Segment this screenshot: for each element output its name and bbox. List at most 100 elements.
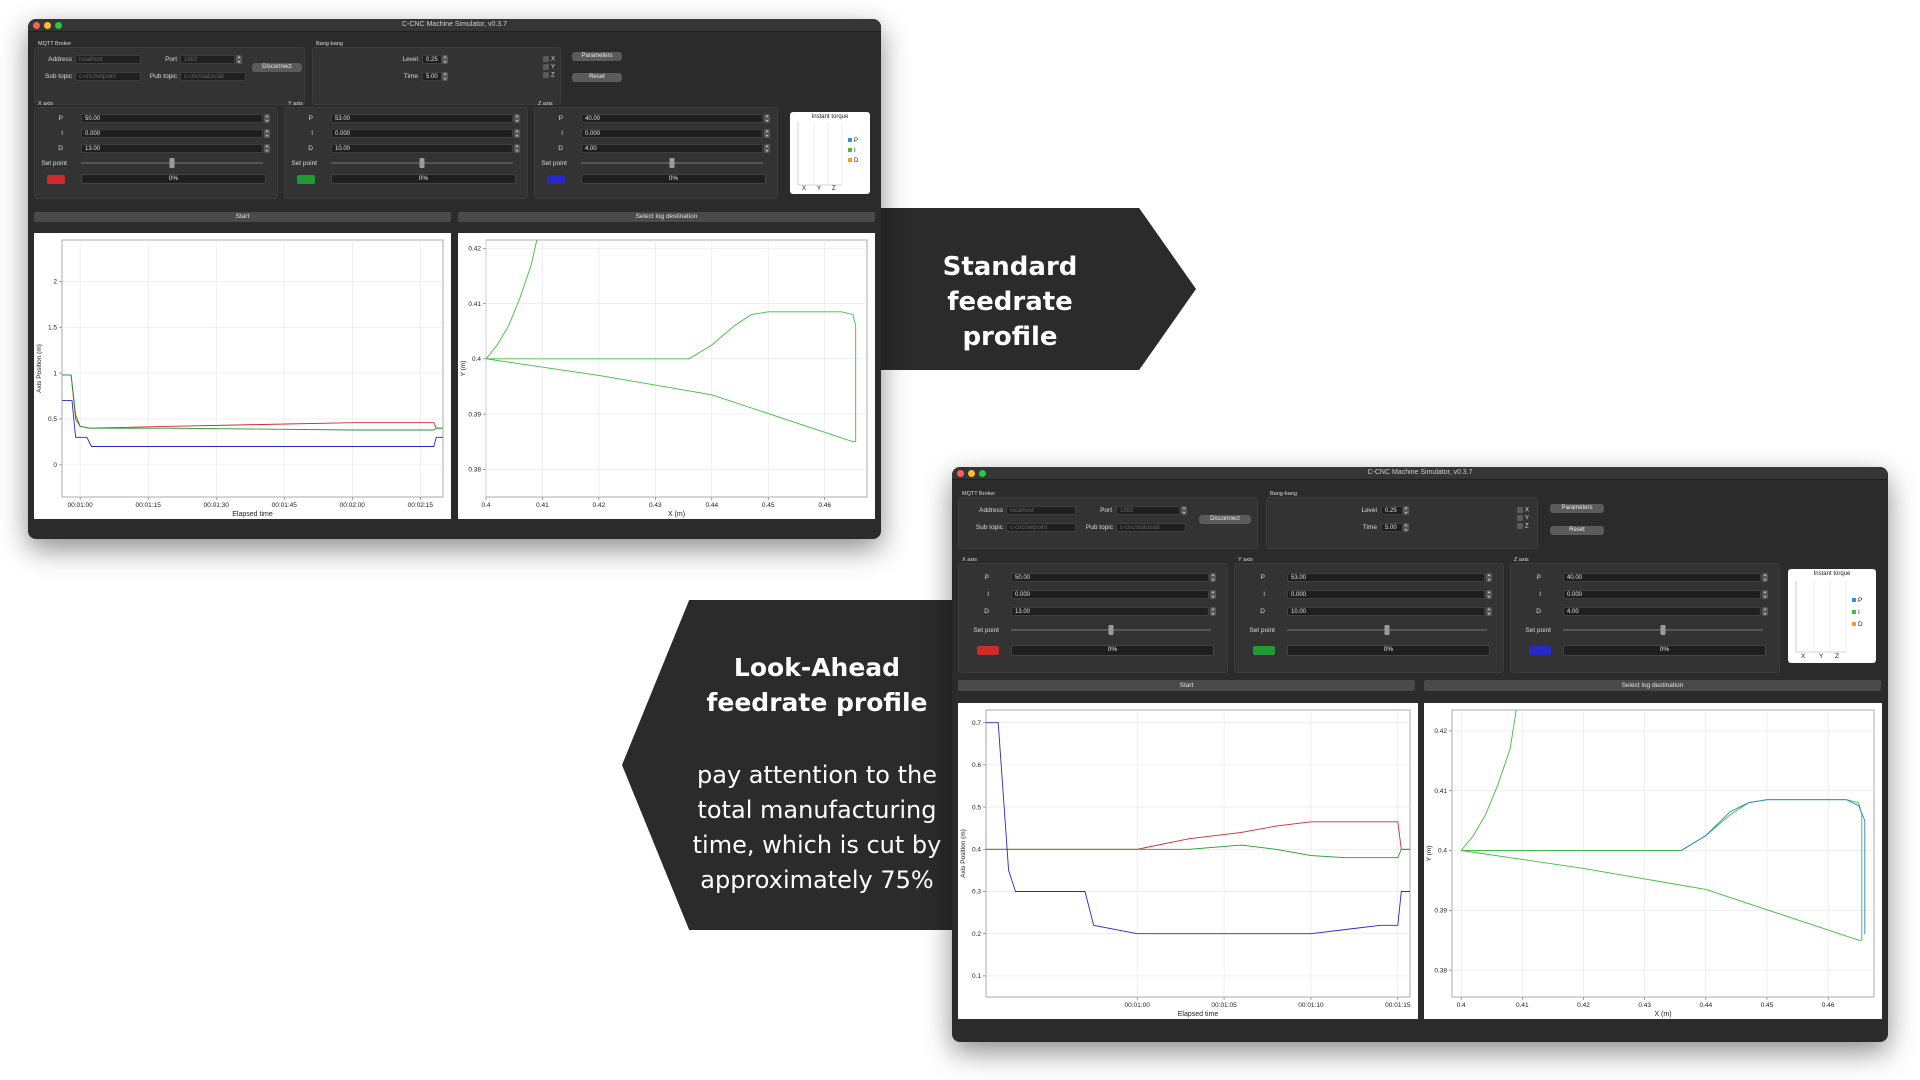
x-setpoint-slider-handle[interactable]: [1108, 625, 1114, 635]
y-p-input[interactable]: 53.00: [1287, 573, 1485, 582]
series-line-2: [1681, 799, 1866, 935]
level-input[interactable]: 0.25: [422, 55, 442, 64]
x-d-spinner[interactable]: ▴ ▾: [1210, 606, 1216, 616]
time-spinner[interactable]: ▴ ▾: [442, 71, 448, 81]
y-setpoint-slider[interactable]: [331, 158, 513, 168]
time-input[interactable]: 5.00: [1381, 523, 1403, 532]
level-spinner[interactable]: ▴ ▾: [442, 54, 448, 64]
zoom-window-button[interactable]: [55, 22, 62, 29]
y-d-spinner[interactable]: ▴ ▾: [514, 143, 520, 153]
z-p-input[interactable]: 40.00: [581, 114, 763, 123]
y-setpoint-slider-handle[interactable]: [1384, 625, 1390, 635]
sub-topic-input[interactable]: c-cnc/setpoint: [1006, 523, 1076, 532]
axis-y-checkbox[interactable]: Y: [1517, 515, 1529, 523]
y-tick-label: 0.4: [472, 356, 481, 363]
z-p-spinner[interactable]: ▴ ▾: [1762, 572, 1768, 582]
x-tick-label: 0.41: [536, 502, 549, 509]
y-axis-group: P 53.00 ▴ ▾ I 0.000 ▴ ▾ D 10.00 ▴ ▾ Set poi…: [284, 107, 528, 199]
reset-button[interactable]: Reset: [1550, 526, 1604, 535]
minimize-window-button[interactable]: [968, 470, 975, 477]
x-d-spinner[interactable]: ▴ ▾: [264, 143, 270, 153]
axis-z-checkbox[interactable]: Z: [543, 72, 555, 80]
y-i-spinner[interactable]: ▴ ▾: [514, 128, 520, 138]
window-title: C-CNC Machine Simulator, v0.3.7: [1367, 469, 1473, 476]
disconnect-button[interactable]: Disconnect: [1199, 515, 1251, 524]
port-input[interactable]: 1883: [180, 55, 235, 64]
select-log-destination-button[interactable]: Select log destination: [1424, 680, 1881, 691]
port-spinner[interactable]: ▴ ▾: [1181, 505, 1187, 515]
z-setpoint-slider-handle[interactable]: [1660, 625, 1666, 635]
torque-legend: P I D: [848, 136, 858, 166]
x-i-spinner[interactable]: ▴ ▾: [264, 128, 270, 138]
start-button[interactable]: Start: [958, 680, 1415, 691]
pub-topic-input[interactable]: c-cnc/status/all: [180, 72, 246, 81]
y-d-spinner[interactable]: ▴ ▾: [1486, 606, 1492, 616]
z-d-input[interactable]: 4.00: [581, 144, 763, 153]
start-button[interactable]: Start: [34, 212, 451, 222]
x-p-input[interactable]: 50.00: [1011, 573, 1209, 582]
z-setpoint-slider[interactable]: [581, 158, 763, 168]
torque-legend-d: D: [1852, 619, 1863, 631]
x-d-input[interactable]: 13.00: [81, 144, 263, 153]
y-i-input[interactable]: 0.000: [331, 129, 513, 138]
time-input[interactable]: 5.00: [422, 72, 442, 81]
z-setpoint-slider-handle[interactable]: [669, 158, 675, 168]
series-line-1: [62, 374, 443, 431]
minimize-window-button[interactable]: [44, 22, 51, 29]
parameters-button[interactable]: Parameters: [572, 52, 622, 61]
pub-topic-input[interactable]: c-cnc/status/all: [1116, 523, 1186, 532]
z-d-input[interactable]: 4.00: [1563, 607, 1761, 616]
address-input[interactable]: localhost: [1006, 506, 1076, 515]
y-i-input[interactable]: 0.000: [1287, 590, 1485, 599]
z-d-spinner[interactable]: ▴ ▾: [764, 143, 770, 153]
torque-xtick-z: Z: [1835, 653, 1839, 660]
parameters-button[interactable]: Parameters: [1550, 504, 1604, 513]
y-i-spinner[interactable]: ▴ ▾: [1486, 589, 1492, 599]
z-d-spinner[interactable]: ▴ ▾: [1762, 606, 1768, 616]
y-d-input[interactable]: 10.00: [331, 144, 513, 153]
z-p-spinner[interactable]: ▴ ▾: [764, 113, 770, 123]
x-p-spinner[interactable]: ▴ ▾: [264, 113, 270, 123]
zoom-window-button[interactable]: [979, 470, 986, 477]
title-bar: C-CNC Machine Simulator, v0.3.7: [952, 467, 1888, 480]
z-i-spinner[interactable]: ▴ ▾: [1762, 589, 1768, 599]
x-setpoint-slider[interactable]: [81, 158, 263, 168]
sub-topic-input[interactable]: c-cnc/setpoint: [75, 72, 141, 81]
axis-y-checkbox[interactable]: Y: [543, 64, 555, 72]
y-setpoint-slider-handle[interactable]: [419, 158, 425, 168]
port-spinner[interactable]: ▴ ▾: [236, 54, 242, 64]
address-input[interactable]: localhost: [75, 55, 141, 64]
axis-x-checkbox[interactable]: X: [1517, 507, 1529, 515]
z-i-input[interactable]: 0.000: [1563, 590, 1761, 599]
x-axis-label: X (m): [668, 511, 685, 518]
axis-z-checkbox[interactable]: Z: [1517, 523, 1529, 531]
select-log-destination-button[interactable]: Select log destination: [458, 212, 875, 222]
callout-lookahead-title: Look-Ahead feedrate profile: [682, 650, 952, 720]
x-setpoint-slider-handle[interactable]: [169, 158, 175, 168]
z-setpoint-slider[interactable]: [1563, 625, 1763, 635]
port-input[interactable]: 1883: [1116, 506, 1180, 515]
x-p-spinner[interactable]: ▴ ▾: [1210, 572, 1216, 582]
axis-x-checkbox[interactable]: X: [543, 56, 555, 64]
x-d-input[interactable]: 13.00: [1011, 607, 1209, 616]
x-i-spinner[interactable]: ▴ ▾: [1210, 589, 1216, 599]
y-setpoint-slider[interactable]: [1287, 625, 1487, 635]
z-i-spinner[interactable]: ▴ ▾: [764, 128, 770, 138]
x-i-input[interactable]: 0.000: [81, 129, 263, 138]
y-d-input[interactable]: 10.00: [1287, 607, 1485, 616]
x-i-input[interactable]: 0.000: [1011, 590, 1209, 599]
level-input[interactable]: 0.25: [1381, 506, 1403, 515]
level-spinner[interactable]: ▴ ▾: [1403, 505, 1409, 515]
x-p-input[interactable]: 50.00: [81, 114, 263, 123]
y-p-spinner[interactable]: ▴ ▾: [514, 113, 520, 123]
y-p-input[interactable]: 53.00: [331, 114, 513, 123]
close-window-button[interactable]: [957, 470, 964, 477]
z-i-input[interactable]: 0.000: [581, 129, 763, 138]
close-window-button[interactable]: [33, 22, 40, 29]
time-spinner[interactable]: ▴ ▾: [1403, 522, 1409, 532]
reset-button[interactable]: Reset: [572, 73, 622, 82]
x-setpoint-slider[interactable]: [1011, 625, 1211, 635]
disconnect-button[interactable]: Disconnect: [252, 63, 302, 72]
y-p-spinner[interactable]: ▴ ▾: [1486, 572, 1492, 582]
z-p-input[interactable]: 40.00: [1563, 573, 1761, 582]
